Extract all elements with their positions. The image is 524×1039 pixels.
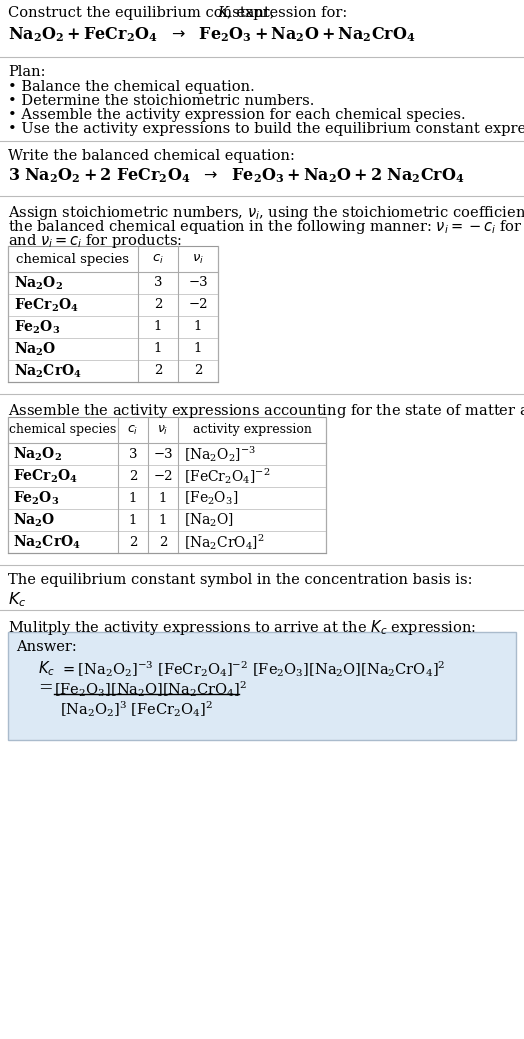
Text: 2: 2 bbox=[154, 298, 162, 312]
Text: 1: 1 bbox=[129, 513, 137, 527]
Text: Assemble the activity expressions accounting for the state of matter and $\nu_i$: Assemble the activity expressions accoun… bbox=[8, 402, 524, 420]
Text: $K_c$: $K_c$ bbox=[38, 659, 55, 677]
Text: −2: −2 bbox=[153, 470, 173, 482]
Text: 1: 1 bbox=[129, 491, 137, 505]
Text: $K_c$: $K_c$ bbox=[8, 590, 26, 609]
Text: 2: 2 bbox=[159, 535, 167, 549]
Text: $\mathregular{[Fe_2O_3]}$: $\mathregular{[Fe_2O_3]}$ bbox=[184, 489, 238, 507]
Text: and $\nu_i = c_i$ for products:: and $\nu_i = c_i$ for products: bbox=[8, 232, 182, 250]
Text: −3: −3 bbox=[188, 276, 208, 290]
Text: Plan:: Plan: bbox=[8, 65, 46, 79]
Text: Write the balanced chemical equation:: Write the balanced chemical equation: bbox=[8, 149, 295, 163]
Text: 2: 2 bbox=[194, 365, 202, 377]
Text: • Assemble the activity expression for each chemical species.: • Assemble the activity expression for e… bbox=[8, 108, 466, 122]
Text: activity expression: activity expression bbox=[192, 424, 311, 436]
Text: 1: 1 bbox=[159, 491, 167, 505]
Text: $\mathregular{[FeCr_2O_4]^{-2}}$: $\mathregular{[FeCr_2O_4]^{-2}}$ bbox=[184, 467, 270, 486]
Text: $= \mathregular{[Na_2O_2]^{-3}\ [FeCr_2O_4]^{-2}\ [Fe_2O_3][Na_2O][Na_2CrO_4]^2}: $= \mathregular{[Na_2O_2]^{-3}\ [FeCr_2O… bbox=[60, 659, 445, 678]
Text: $\mathregular{Na_2O_2}$: $\mathregular{Na_2O_2}$ bbox=[13, 446, 62, 462]
Text: K: K bbox=[217, 6, 228, 20]
Text: $c_i$: $c_i$ bbox=[127, 424, 139, 436]
Text: $\mathregular{[Na_2CrO_4]^2}$: $\mathregular{[Na_2CrO_4]^2}$ bbox=[184, 532, 265, 552]
Text: , expression for:: , expression for: bbox=[227, 6, 347, 20]
Text: −2: −2 bbox=[188, 298, 208, 312]
Text: $\mathregular{Na_2O_2 + FeCr_2O_4}$  $\rightarrow$  $\mathregular{Fe_2O_3 + Na_2: $\mathregular{Na_2O_2 + FeCr_2O_4}$ $\ri… bbox=[8, 25, 416, 44]
Text: the balanced chemical equation in the following manner: $\nu_i = -c_i$ for react: the balanced chemical equation in the fo… bbox=[8, 218, 524, 236]
Text: $\mathregular{[Na_2O_2]^{-3}}$: $\mathregular{[Na_2O_2]^{-3}}$ bbox=[184, 444, 256, 463]
Text: $\nu_i$: $\nu_i$ bbox=[192, 252, 204, 266]
Bar bbox=[8, 246, 218, 382]
FancyBboxPatch shape bbox=[8, 632, 516, 740]
Text: $\mathregular{3\ Na_2O_2 + 2\ FeCr_2O_4}$  $\rightarrow$  $\mathregular{Fe_2O_3 : $\mathregular{3\ Na_2O_2 + 2\ FeCr_2O_4}… bbox=[8, 166, 464, 185]
Text: $\mathregular{[Na_2O]}$: $\mathregular{[Na_2O]}$ bbox=[184, 511, 234, 529]
Text: 1: 1 bbox=[194, 320, 202, 334]
Text: • Balance the chemical equation.: • Balance the chemical equation. bbox=[8, 80, 255, 94]
Text: $\mathregular{Na_2CrO_4}$: $\mathregular{Na_2CrO_4}$ bbox=[13, 533, 81, 551]
Text: Construct the equilibrium constant,: Construct the equilibrium constant, bbox=[8, 6, 279, 20]
Text: 1: 1 bbox=[159, 513, 167, 527]
Text: $\mathregular{FeCr_2O_4}$: $\mathregular{FeCr_2O_4}$ bbox=[13, 468, 78, 485]
Text: $\mathregular{[Na_2O_2]^3\ [FeCr_2O_4]^2}$: $\mathregular{[Na_2O_2]^3\ [FeCr_2O_4]^2… bbox=[60, 699, 213, 719]
Text: 3: 3 bbox=[129, 448, 137, 460]
Text: $\nu_i$: $\nu_i$ bbox=[157, 424, 169, 436]
Text: 3: 3 bbox=[154, 276, 162, 290]
Text: 1: 1 bbox=[154, 343, 162, 355]
Text: −3: −3 bbox=[153, 448, 173, 460]
Text: 1: 1 bbox=[194, 343, 202, 355]
Text: $\mathregular{Na_2O}$: $\mathregular{Na_2O}$ bbox=[14, 341, 57, 357]
Text: $\mathregular{FeCr_2O_4}$: $\mathregular{FeCr_2O_4}$ bbox=[14, 296, 79, 314]
Text: Mulitply the activity expressions to arrive at the $K_c$ expression:: Mulitply the activity expressions to arr… bbox=[8, 618, 476, 637]
Text: $\mathregular{Na_2CrO_4}$: $\mathregular{Na_2CrO_4}$ bbox=[14, 363, 82, 379]
Text: • Determine the stoichiometric numbers.: • Determine the stoichiometric numbers. bbox=[8, 94, 314, 108]
Text: $\mathregular{Na_2O}$: $\mathregular{Na_2O}$ bbox=[13, 511, 56, 529]
Text: 2: 2 bbox=[129, 470, 137, 482]
Text: $\mathregular{Fe_2O_3}$: $\mathregular{Fe_2O_3}$ bbox=[13, 489, 59, 507]
Text: $\mathregular{Fe_2O_3}$: $\mathregular{Fe_2O_3}$ bbox=[14, 318, 60, 336]
Bar bbox=[8, 417, 326, 553]
Text: chemical species: chemical species bbox=[16, 252, 129, 266]
Text: 1: 1 bbox=[154, 320, 162, 334]
Text: =: = bbox=[38, 680, 52, 696]
Text: 2: 2 bbox=[154, 365, 162, 377]
Text: 2: 2 bbox=[129, 535, 137, 549]
Text: $c_i$: $c_i$ bbox=[152, 252, 164, 266]
Text: $\mathregular{Na_2O_2}$: $\mathregular{Na_2O_2}$ bbox=[14, 274, 63, 292]
Text: Answer:: Answer: bbox=[16, 640, 77, 654]
Text: • Use the activity expressions to build the equilibrium constant expression.: • Use the activity expressions to build … bbox=[8, 122, 524, 136]
Text: $\mathregular{[Fe_2O_3][Na_2O][Na_2CrO_4]^2}$: $\mathregular{[Fe_2O_3][Na_2O][Na_2CrO_4… bbox=[54, 680, 247, 698]
Text: The equilibrium constant symbol in the concentration basis is:: The equilibrium constant symbol in the c… bbox=[8, 572, 473, 587]
Text: chemical species: chemical species bbox=[9, 424, 117, 436]
Text: Assign stoichiometric numbers, $\nu_i$, using the stoichiometric coefficients, $: Assign stoichiometric numbers, $\nu_i$, … bbox=[8, 204, 524, 222]
